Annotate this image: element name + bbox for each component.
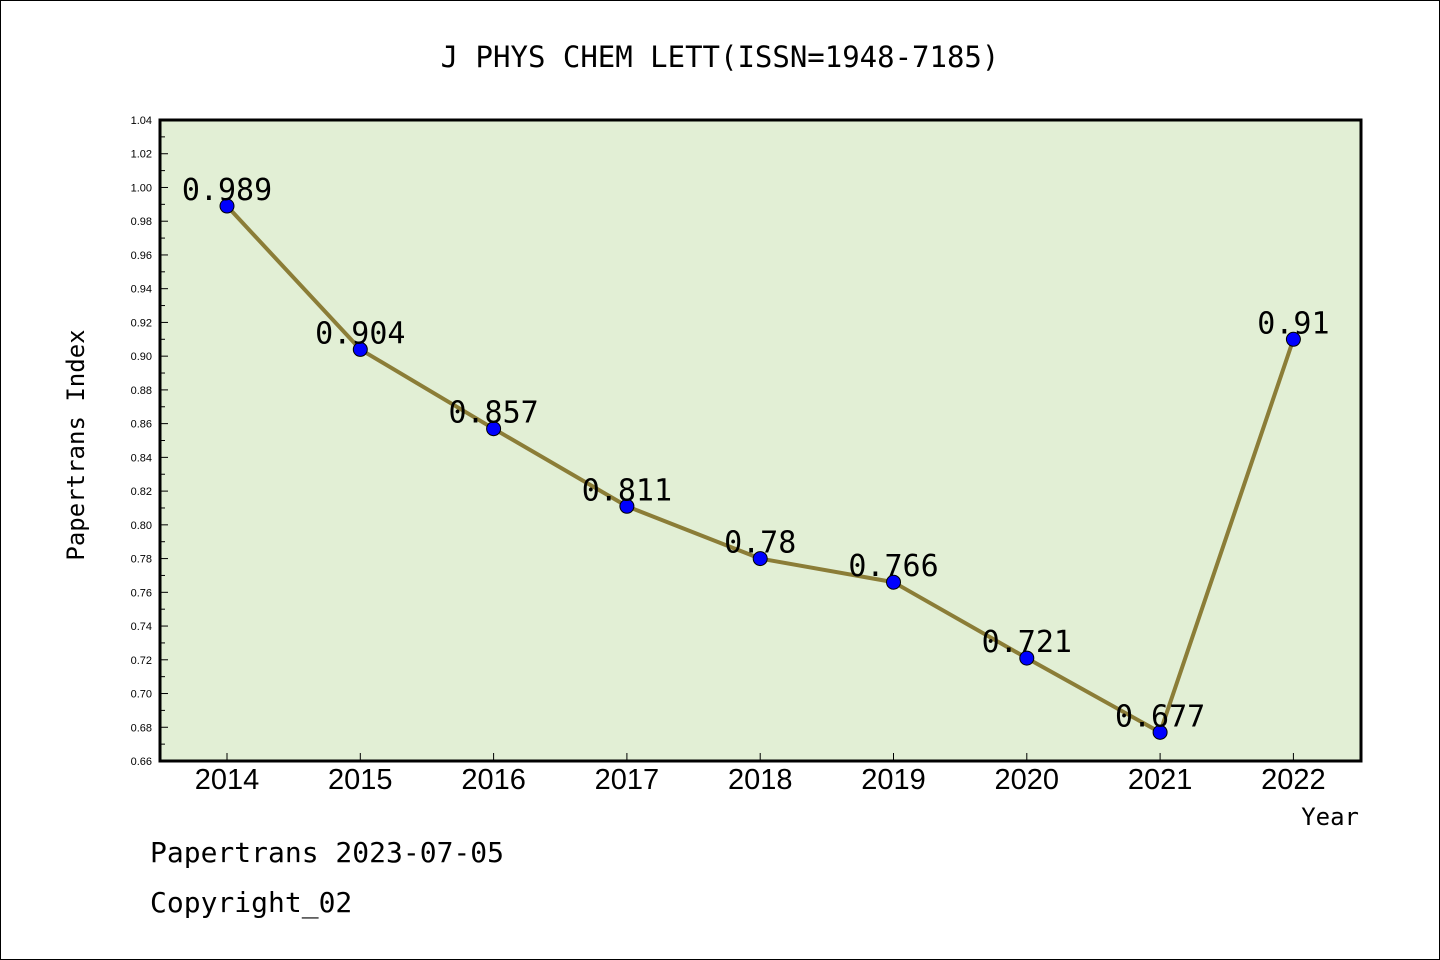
x-tick-label: 2019 (861, 764, 926, 796)
data-label: 0.766 (848, 549, 938, 584)
y-tick-label: 1.02 (131, 149, 152, 161)
footer-copyright: Copyright_02 (150, 886, 353, 919)
data-point (1152, 724, 1168, 740)
x-tick-label: 2015 (328, 764, 393, 796)
x-tick-label: 2016 (461, 764, 526, 796)
y-axis: 0.66 0.68 0.70 0.72 0.74 0.76 0.78 0.80 0.82 0.84… (131, 115, 168, 768)
y-tick-label: 0.82 (131, 486, 152, 498)
data-point (1285, 331, 1301, 347)
data-point (619, 498, 635, 514)
y-tick-label: 0.92 (131, 317, 152, 329)
y-tick-label: 0.66 (131, 756, 152, 768)
data-point (352, 341, 368, 357)
data-point (752, 551, 768, 567)
y-tick-label: 1.00 (131, 182, 152, 194)
y-tick-label: 0.70 (131, 689, 152, 701)
data-label: 0.721 (982, 625, 1072, 660)
x-axis: 2014 2015 2016 2017 2018 2019 2020 2021 2022 (195, 753, 1326, 796)
y-tick-label: 0.78 (131, 554, 152, 566)
data-point (886, 574, 901, 590)
x-tick-label: 2017 (595, 764, 660, 796)
y-tick-label: 0.98 (131, 216, 152, 228)
x-tick-label: 2020 (995, 764, 1060, 796)
plot-area (158, 118, 1363, 763)
y-tick-label: 0.76 (131, 587, 152, 599)
y-tick-label: 0.96 (131, 250, 152, 262)
data-label: 0.989 (182, 173, 272, 208)
data-point (219, 198, 235, 214)
series-layer: 0.989 0.904 0.857 0.811 0.78 0.766 0.721 0.677 0… (182, 173, 1330, 740)
data-label: 0.677 (1115, 699, 1205, 734)
data-label: 0.91 (1257, 306, 1329, 341)
y-axis-label: Papertrans Index (62, 329, 90, 560)
x-tick-label: 2022 (1261, 764, 1326, 796)
footer-date: Papertrans 2023-07-05 (150, 836, 505, 869)
y-tick-label: 0.84 (131, 452, 152, 464)
chart-title: J PHYS CHEM LETT(ISSN=1948-7185) (441, 40, 1000, 74)
y-tick-label: 0.88 (131, 385, 152, 397)
data-point (1019, 650, 1035, 666)
data-label: 0.78 (724, 526, 796, 561)
y-tick-label: 0.80 (131, 520, 152, 532)
data-point (486, 421, 502, 437)
y-tick-label: 0.72 (131, 655, 152, 667)
y-tick-label: 0.94 (131, 284, 152, 296)
y-tick-label: 0.90 (131, 351, 152, 363)
y-tick-label: 0.68 (131, 722, 152, 734)
data-label: 0.904 (315, 316, 405, 351)
y-tick-label: 1.04 (131, 115, 152, 127)
data-label: 0.811 (582, 473, 672, 508)
x-tick-label: 2021 (1128, 764, 1193, 796)
x-tick-label: 2018 (728, 764, 793, 796)
y-tick-label: 0.86 (131, 419, 152, 431)
data-label: 0.857 (448, 396, 538, 431)
x-tick-label: 2014 (195, 764, 260, 796)
y-tick-label: 0.74 (131, 621, 152, 633)
x-axis-label: Year (1301, 803, 1359, 831)
